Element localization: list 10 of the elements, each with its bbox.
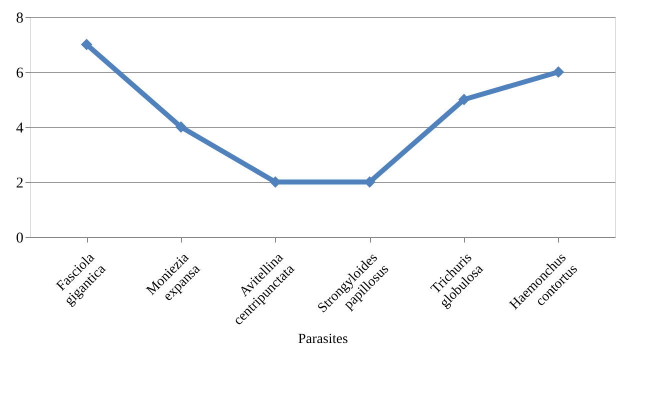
x-axis-title: Parasites [298,332,348,347]
point [458,94,470,106]
y-tick-label: 0 [16,230,24,246]
point [80,38,92,50]
y-tick-label: 8 [16,10,24,26]
y-tick-label: 4 [16,120,24,136]
y-tick-label: 2 [16,176,24,192]
point [552,66,564,78]
y-tick-label: 6 [16,66,24,82]
point [175,121,187,133]
